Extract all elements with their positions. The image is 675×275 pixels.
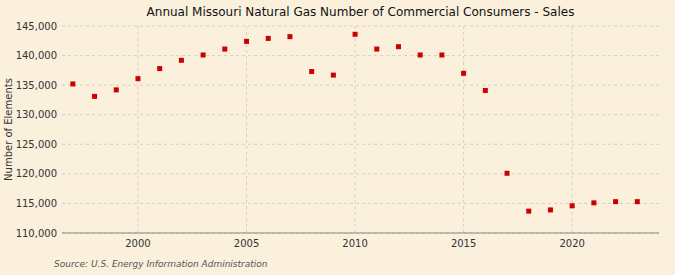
tick-labels: 110,000 115,000 120,000 125,000 130,000 135,0…: [16, 21, 585, 250]
y-grid-line: [62, 85, 659, 86]
point: [439, 52, 444, 57]
point: [570, 203, 575, 208]
y-tick-label: 115,000: [16, 198, 57, 209]
point: [505, 171, 510, 176]
x-grid-line: [246, 26, 247, 233]
x-grid-line: [572, 26, 573, 233]
background: [0, 0, 675, 275]
point: [266, 36, 271, 41]
x-tick-label: 2005: [234, 238, 259, 249]
y-grid-line: [62, 203, 659, 204]
x-axis-line: [62, 233, 659, 234]
y-tick-label: 110,000: [16, 228, 57, 239]
point: [331, 73, 336, 78]
point: [201, 52, 206, 57]
y-grid-line: [62, 144, 659, 145]
point: [244, 39, 249, 44]
x-grid-line: [355, 26, 356, 233]
point: [179, 58, 184, 63]
y-grid-line: [62, 55, 659, 56]
point: [483, 88, 488, 93]
point: [635, 199, 640, 204]
y-grid-line: [62, 26, 659, 27]
x-grid-line: [137, 26, 138, 233]
point: [526, 209, 531, 214]
point: [353, 32, 358, 37]
point: [222, 47, 227, 52]
source-note: Source: U.S. Energy Information Administ…: [54, 259, 268, 269]
x-tick-label: 2000: [125, 238, 150, 249]
grid: [62, 26, 659, 233]
point: [157, 66, 162, 71]
y-tick-label: 140,000: [16, 50, 57, 61]
point: [92, 94, 97, 99]
y-tick-label: 120,000: [16, 168, 57, 179]
point: [309, 69, 314, 74]
y-grid-line: [62, 173, 659, 174]
point: [70, 81, 75, 86]
title: Annual Missouri Natural Gas Number of Co…: [147, 5, 575, 19]
point: [418, 52, 423, 57]
y-grid-line: [62, 233, 659, 234]
point: [374, 47, 379, 52]
points: [70, 32, 639, 214]
point: [613, 199, 618, 204]
point: [396, 44, 401, 49]
point: [287, 34, 292, 39]
chart: 110,000 115,000 120,000 125,000 130,000 135,0…: [0, 0, 675, 275]
y-tick-label: 130,000: [16, 109, 57, 120]
y-grid-line: [62, 114, 659, 115]
y-tick-label: 135,000: [16, 80, 57, 91]
y-axis-label: Number of Elements: [3, 78, 14, 181]
point: [461, 71, 466, 76]
point: [135, 76, 140, 81]
x-tick-label: 2020: [559, 238, 584, 249]
x-grid-line: [463, 26, 464, 233]
x-tick-label: 2015: [451, 238, 476, 249]
point: [114, 87, 119, 92]
point: [548, 207, 553, 212]
y-tick-label: 125,000: [16, 139, 57, 150]
y-tick-label: 145,000: [16, 21, 57, 32]
point: [591, 200, 596, 205]
x-tick-label: 2010: [342, 238, 367, 249]
